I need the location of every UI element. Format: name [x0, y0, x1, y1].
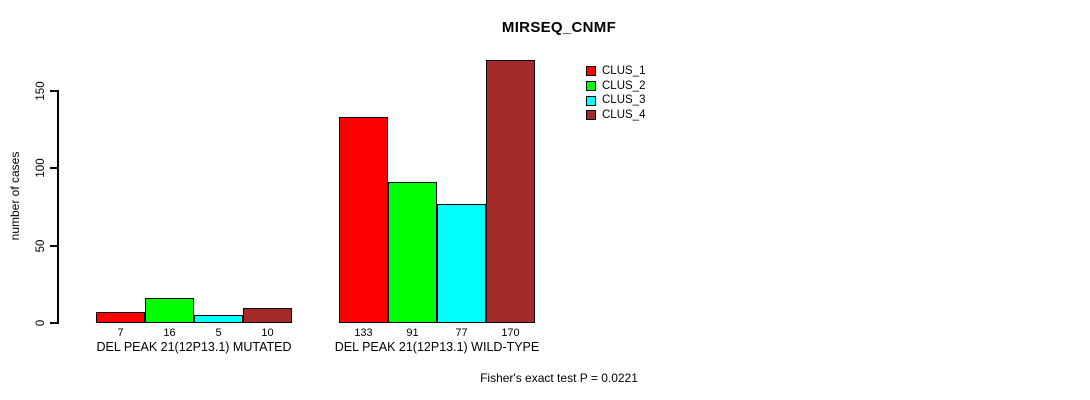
bar-value-label: 133: [354, 327, 373, 339]
legend-swatch-icon: [586, 66, 596, 77]
legend-label: CLUS_1: [602, 64, 646, 77]
bar-value-label: 5: [215, 327, 222, 339]
bar-value-label: 77: [455, 327, 468, 339]
bar-clus_2-group1: [145, 298, 194, 323]
legend-swatch-icon: [586, 110, 596, 121]
bar-value-label: 16: [163, 327, 176, 339]
legend-label: CLUS_3: [602, 94, 646, 107]
legend-row: CLUS_3: [586, 93, 645, 108]
bar-value-label: 7: [117, 327, 124, 339]
y-axis-tick-label: 150: [35, 81, 47, 101]
y-axis-line: [57, 90, 59, 324]
y-axis-title: number of cases: [8, 151, 22, 241]
y-axis-tick-label: 100: [35, 158, 47, 178]
bar-clus_1-group2: [339, 117, 388, 323]
y-axis-tick: [50, 167, 58, 170]
y-axis-tick: [50, 90, 58, 92]
legend-row: CLUS_1: [586, 64, 645, 79]
legend-row: CLUS_2: [586, 79, 645, 94]
chart-title: MIRSEQ_CNMF: [501, 19, 617, 36]
bar-clus_4-group2: [486, 60, 535, 323]
group-label: DEL PEAK 21(12P13.1) MUTATED: [96, 340, 292, 354]
legend-swatch-icon: [586, 95, 596, 106]
legend-label: CLUS_4: [602, 108, 646, 121]
bar-clus_3-group2: [437, 203, 486, 323]
bar-clus_4-group1: [243, 307, 292, 323]
stat-test-label: Fisher's exact test P = 0.0221: [480, 371, 638, 385]
y-axis-tick-label: 50: [35, 239, 47, 253]
legend-swatch-icon: [586, 81, 596, 92]
y-axis-tick-label: 0: [35, 319, 47, 327]
legend-label: CLUS_2: [602, 79, 646, 92]
bar-value-label: 91: [406, 327, 419, 339]
bar-clus_3-group1: [194, 315, 243, 323]
legend-row: CLUS_4: [586, 108, 645, 123]
bar-clus_1-group1: [96, 312, 145, 323]
group-label: DEL PEAK 21(12P13.1) WILD-TYPE: [334, 340, 540, 354]
bar-clus_2-group2: [388, 182, 437, 323]
y-axis-tick: [50, 322, 58, 324]
bar-value-label: 170: [501, 327, 520, 339]
legend: CLUS_1 CLUS_2 CLUS_3 CLUS_4: [586, 64, 645, 123]
y-axis-tick: [50, 244, 58, 247]
bar-value-label: 10: [261, 327, 274, 339]
